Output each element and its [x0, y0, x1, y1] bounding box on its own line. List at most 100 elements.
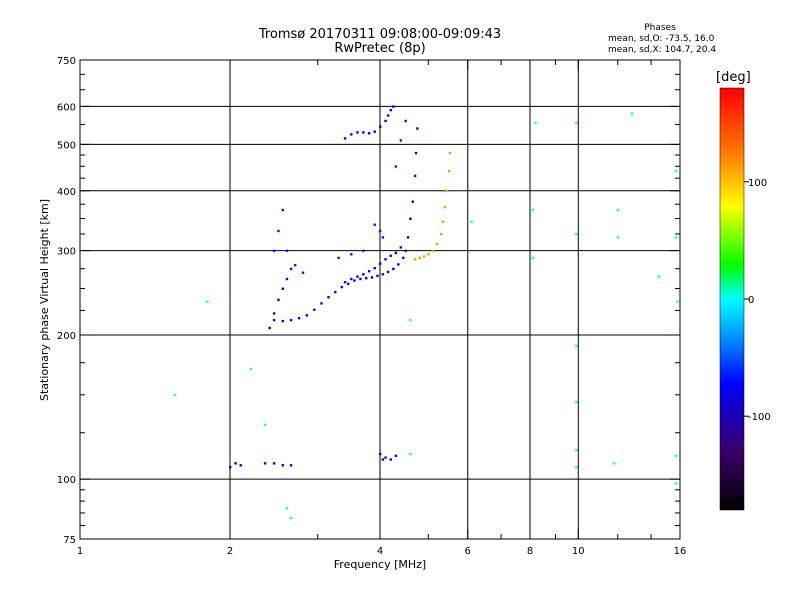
data-points: [173, 105, 679, 520]
data-point: [381, 273, 385, 276]
data-point: [439, 232, 443, 236]
data-point: [362, 249, 365, 253]
x-tick-label: 6: [465, 546, 471, 557]
data-point: [272, 318, 276, 322]
data-point: [406, 236, 410, 239]
data-point: [281, 208, 284, 212]
data-point: [272, 312, 276, 315]
data-point: [674, 169, 678, 173]
data-point: [281, 319, 284, 323]
data-point: [674, 482, 678, 485]
x-tick-label: 8: [527, 546, 533, 557]
x-tick-label: 2: [227, 546, 233, 557]
data-point: [289, 318, 293, 322]
data-point: [359, 277, 362, 281]
data-point: [613, 462, 616, 465]
y-tick-label: 200: [57, 331, 76, 342]
data-point: [630, 112, 634, 115]
data-point: [277, 298, 280, 302]
data-point: [293, 263, 297, 267]
data-point: [674, 236, 678, 239]
data-point: [470, 220, 473, 223]
data-point: [531, 256, 535, 260]
phases-o-stats: mean, sd,O: -73.5, 16.0: [608, 34, 715, 44]
data-point: [379, 229, 382, 233]
data-point: [289, 464, 293, 467]
data-point: [394, 454, 398, 457]
data-point: [575, 466, 578, 469]
data-point: [379, 125, 382, 128]
data-point: [346, 282, 350, 286]
data-point: [443, 205, 447, 209]
data-point: [334, 290, 337, 294]
colorbar: [719, 87, 745, 511]
data-point: [173, 393, 177, 397]
data-point: [575, 400, 578, 404]
data-point: [575, 232, 578, 236]
data-point: [373, 130, 376, 133]
grid-lines: [80, 60, 680, 539]
data-point: [353, 279, 356, 282]
data-point: [381, 458, 385, 461]
data-point: [416, 127, 419, 130]
axis-tick-labels: 1 2 4 6 8 10 16 75 100 200 300 400 500 600 750: [57, 56, 686, 557]
data-point: [281, 287, 284, 290]
data-point: [531, 208, 535, 212]
data-point: [392, 105, 395, 108]
x-tick-label: 4: [377, 546, 383, 557]
data-point: [313, 308, 316, 311]
colorbar-tick-label: 0: [748, 295, 754, 306]
data-point: [362, 131, 365, 134]
data-point: [362, 273, 365, 276]
data-point: [370, 276, 374, 279]
data-point: [327, 296, 330, 299]
data-point: [289, 516, 293, 520]
data-point: [367, 132, 371, 135]
data-point: [365, 276, 368, 280]
data-point: [301, 271, 305, 274]
data-point: [445, 189, 449, 193]
data-point: [381, 236, 385, 239]
data-point: [389, 254, 392, 257]
data-point: [343, 280, 347, 284]
x-axis-label: Frequency [MHz]: [334, 558, 426, 571]
data-point: [575, 449, 578, 452]
y-axis-label: Stationary phase Virtual Height [km]: [38, 199, 51, 401]
data-point: [350, 277, 353, 281]
chart-title: Tromsø 20170311 09:08:00-09:09:43: [258, 27, 502, 42]
data-point: [373, 266, 376, 270]
data-point: [447, 169, 451, 173]
data-point: [674, 454, 678, 457]
data-point: [414, 151, 418, 155]
data-point: [441, 220, 445, 223]
data-point: [384, 456, 387, 459]
data-point: [285, 507, 289, 510]
data-point: [399, 139, 403, 142]
data-point: [305, 314, 309, 317]
data-point: [343, 137, 347, 140]
data-point: [268, 326, 271, 330]
x-tick-label: 10: [572, 546, 585, 557]
data-point: [277, 229, 280, 233]
data-point: [239, 464, 242, 467]
data-point: [285, 277, 289, 281]
data-point: [411, 200, 414, 203]
data-point: [389, 108, 392, 112]
data-point: [373, 223, 376, 226]
data-point: [285, 249, 289, 253]
data-point: [389, 458, 392, 461]
data-point: [384, 119, 387, 123]
data-point: [384, 258, 387, 261]
data-point: [320, 302, 323, 305]
data-point: [394, 251, 398, 255]
x-tick-label: 16: [674, 546, 687, 557]
data-point: [376, 274, 379, 278]
data-point: [427, 253, 430, 256]
colorbar-ticks: 100 0 -100: [744, 178, 771, 423]
chart-subtitle: RwPretec (8p): [334, 41, 426, 56]
data-point: [404, 249, 407, 253]
data-point: [386, 114, 390, 117]
data-point: [297, 316, 301, 320]
data-point: [337, 256, 340, 260]
